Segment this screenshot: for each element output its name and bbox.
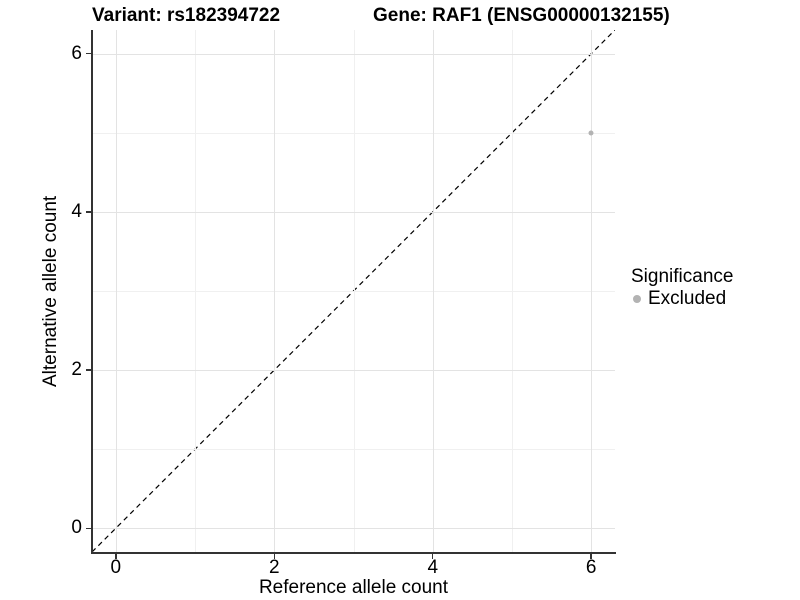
x-tick-label: 4 (427, 557, 439, 578)
gridline-y-major (92, 211, 615, 213)
y-tick-mark (86, 52, 92, 55)
legend-title: Significance (631, 266, 734, 287)
y-tick-label: 0 (71, 517, 82, 539)
x-tick-mark (431, 553, 434, 559)
legend-entry-label: Excluded (648, 288, 727, 309)
y-tick-mark (86, 369, 92, 371)
plot-title-variant: Variant: rs182394722 (92, 5, 281, 26)
y-tick-mark (86, 527, 92, 530)
plot-panel (92, 30, 615, 552)
gridline-y-major (92, 53, 615, 55)
gridline-x-major (274, 30, 276, 552)
plot-title-gene: Gene: RAF1 (ENSG00000132155) (373, 5, 670, 26)
y-tick-label: 4 (71, 200, 82, 222)
gridline-y-minor (92, 132, 615, 134)
x-tick-mark (115, 553, 117, 559)
legend-entry-excluded: Excluded (631, 288, 733, 310)
y-tick-label: 2 (71, 359, 82, 381)
gridline-x-major (432, 30, 434, 552)
y-tick-label: 6 (71, 42, 82, 64)
gridline-x-major (115, 30, 117, 552)
legend: Significance Excluded (631, 266, 733, 310)
gridline-y-minor (92, 449, 615, 451)
x-tick-label: 2 (268, 557, 280, 578)
data-point (588, 130, 594, 136)
x-tick-label: 0 (110, 557, 122, 578)
x-tick-label: 6 (585, 557, 597, 578)
gridline-y-major (92, 528, 615, 530)
x-axis-title: Reference allele count (258, 577, 449, 598)
y-tick-mark (86, 211, 92, 213)
legend-key-dot-icon (633, 295, 641, 303)
gridline-x-major (591, 30, 593, 552)
x-axis-line (91, 552, 616, 554)
gridline-y-major (92, 370, 615, 372)
y-axis-title: Alternative allele count (40, 195, 61, 387)
x-tick-mark (273, 553, 275, 559)
y-axis-line (91, 30, 93, 554)
x-tick-mark (590, 553, 592, 559)
gridline-y-minor (92, 291, 615, 292)
